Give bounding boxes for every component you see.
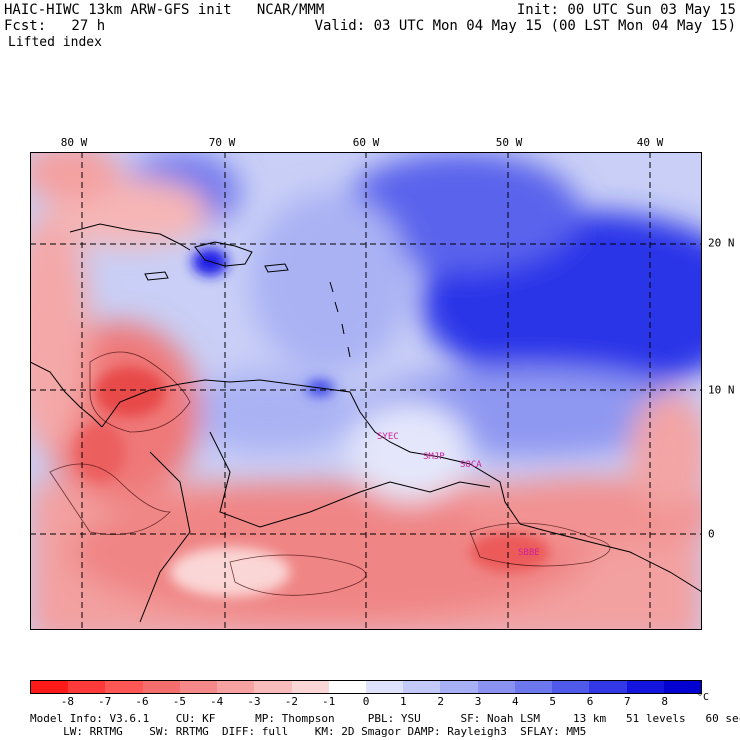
- colorbar-segment: [291, 681, 329, 693]
- station-sbbe: SBBE: [518, 548, 540, 558]
- lon-label-80w: 80 W: [60, 136, 88, 149]
- colorbar-tick-label: 0: [362, 695, 370, 708]
- field-name: Lifted index: [8, 35, 102, 50]
- colorbar-segment: [552, 681, 590, 693]
- colorbar-tick-label: -4: [210, 695, 224, 708]
- colorbar-tick-label: -5: [172, 695, 186, 708]
- model-info-line1: Model Info: V3.6.1 CU: KF MP: Thompson P…: [30, 712, 740, 725]
- colorbar-segment: [626, 681, 664, 693]
- colorbar-segment: [589, 681, 627, 693]
- init-time: Init: 00 UTC Sun 03 May 15: [516, 2, 736, 18]
- colorbar-segment: [440, 681, 478, 693]
- colorbar-tick-label: 4: [512, 695, 519, 708]
- colorbar-tick-label: -6: [135, 695, 149, 708]
- colorbar-segment: [365, 681, 404, 693]
- colorbar-segment: [514, 681, 553, 693]
- lifted-index-map: [30, 152, 702, 630]
- colorbar: [30, 680, 702, 694]
- field-detail: [75, 248, 550, 597]
- colorbar-segment: [254, 681, 292, 693]
- lat-label-0: 0: [708, 527, 715, 541]
- coastlines: [30, 223, 702, 623]
- colorbar-tick-label: 3: [474, 695, 482, 708]
- colorbar-segment: [328, 681, 366, 693]
- colorbar-segment: [142, 681, 180, 693]
- station-syec: SYEC: [377, 432, 399, 442]
- lat-label-10n: 10 N: [708, 383, 735, 397]
- colorbar-unit: °C: [697, 692, 710, 703]
- colorbar-tick-label: -3: [247, 695, 261, 708]
- lon-label-50w: 50 W: [495, 136, 523, 149]
- colorbar-tick-label: -7: [98, 695, 112, 708]
- colorbar-tick-label: 2: [437, 695, 444, 708]
- valid-time: Valid: 03 UTC Mon 04 May 15 (00 LST Mon …: [314, 18, 736, 34]
- forecast-hour: Fcst: 27 h: [4, 18, 106, 34]
- colorbar-tick-label: 8: [661, 695, 668, 708]
- model-info-line2: LW: RRTMG SW: RRTMG DIFF: full KM: 2D Sm…: [30, 725, 587, 738]
- colorbar-segment: [105, 681, 143, 693]
- colorbar-segment: [217, 681, 255, 693]
- lon-label-60w: 60 W: [352, 136, 380, 149]
- colorbar-tick-label: 6: [586, 695, 594, 708]
- colorbar-tick-label: -1: [322, 695, 336, 708]
- grid-lines: [30, 152, 702, 630]
- colorbar-segment: [477, 681, 515, 693]
- colorbar-segment: [68, 681, 106, 693]
- colorbar-segment: [179, 681, 218, 693]
- colorbar-tick-label: 5: [549, 695, 556, 708]
- map-border: [30, 152, 702, 630]
- model-title: HAIC-HIWC 13km ARW-GFS init NCAR/MMM: [4, 2, 325, 18]
- station-smjp: SMJP: [423, 452, 445, 462]
- colorbar-tick-label: -2: [284, 695, 298, 708]
- colorbar-segment: [31, 681, 69, 693]
- map-canvas: [30, 152, 702, 630]
- colorbar-tick-label: 7: [624, 695, 631, 708]
- lon-label-70w: 70 W: [208, 136, 236, 149]
- colorbar-tick-label: 1: [400, 695, 407, 708]
- lon-label-40w: 40 W: [636, 136, 664, 149]
- lat-label-20n: 20 N: [708, 236, 735, 250]
- colorbar-segment: [663, 681, 701, 693]
- colorbar-segment: [403, 681, 441, 693]
- colorbar-tick-label: -8: [60, 695, 74, 708]
- station-soca: SOCA: [460, 460, 482, 470]
